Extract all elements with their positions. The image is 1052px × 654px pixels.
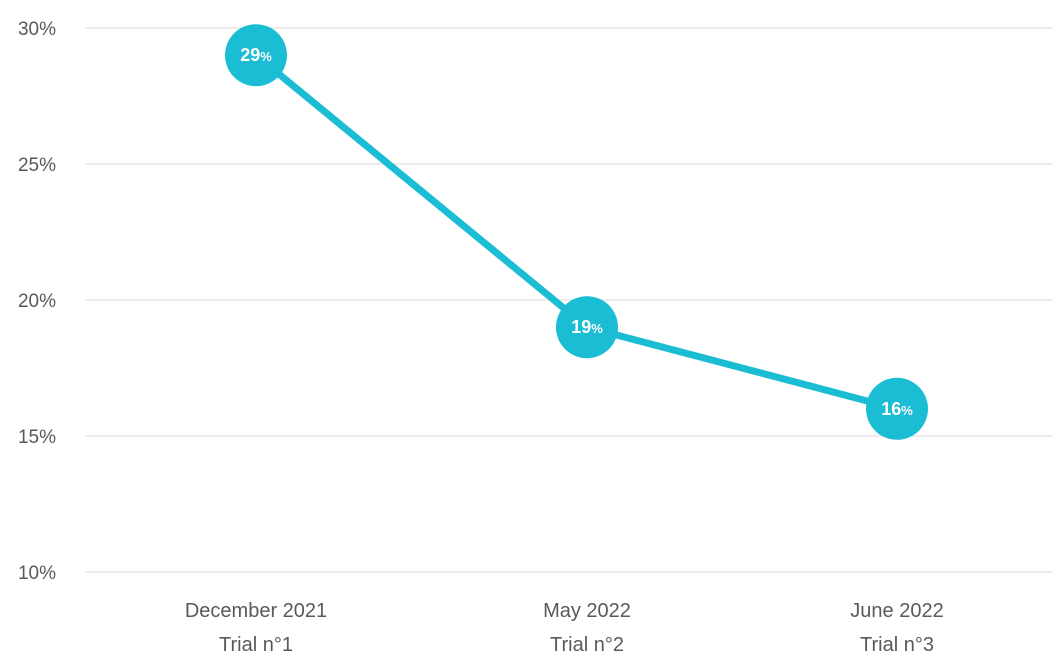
y-axis-tick-labels: 10% 15% 20% 25% 30% <box>18 19 56 584</box>
data-label-suffix: % <box>901 403 913 418</box>
series-group: 29%19%16% <box>225 24 928 440</box>
x-category-date: June 2022 <box>850 600 943 622</box>
data-point-marker <box>556 296 618 359</box>
x-category-trial: Trial n°3 <box>860 634 934 654</box>
y-tick-label: 30% <box>18 19 56 40</box>
x-category-label: December 2021 Trial n°1 <box>185 600 327 654</box>
gridlines <box>85 27 1052 573</box>
x-category-trial: Trial n°2 <box>550 634 624 654</box>
x-category-label: May 2022 Trial n°2 <box>543 600 631 654</box>
y-tick-label: 10% <box>18 563 56 584</box>
y-tick-label: 15% <box>18 427 56 448</box>
x-category-date: May 2022 <box>543 600 631 622</box>
x-category-trial: Trial n°1 <box>219 634 293 654</box>
data-label-value: 29 <box>240 45 260 65</box>
data-label: 16% <box>881 399 913 419</box>
data-point-marker <box>866 377 928 440</box>
x-axis-category-labels: December 2021 Trial n°1 May 2022 Trial n°2 J… <box>185 600 944 654</box>
data-point-marker <box>225 24 287 87</box>
x-category-date: December 2021 <box>185 600 327 622</box>
data-label-suffix: % <box>260 49 272 64</box>
data-label: 29% <box>240 45 272 65</box>
y-tick-label: 20% <box>18 291 56 312</box>
x-category-label: June 2022 Trial n°3 <box>850 600 943 654</box>
data-label-value: 19 <box>571 317 591 337</box>
data-label-suffix: % <box>591 321 603 336</box>
y-tick-label: 25% <box>18 155 56 176</box>
data-label-value: 16 <box>881 399 901 419</box>
data-label: 19% <box>571 317 603 337</box>
